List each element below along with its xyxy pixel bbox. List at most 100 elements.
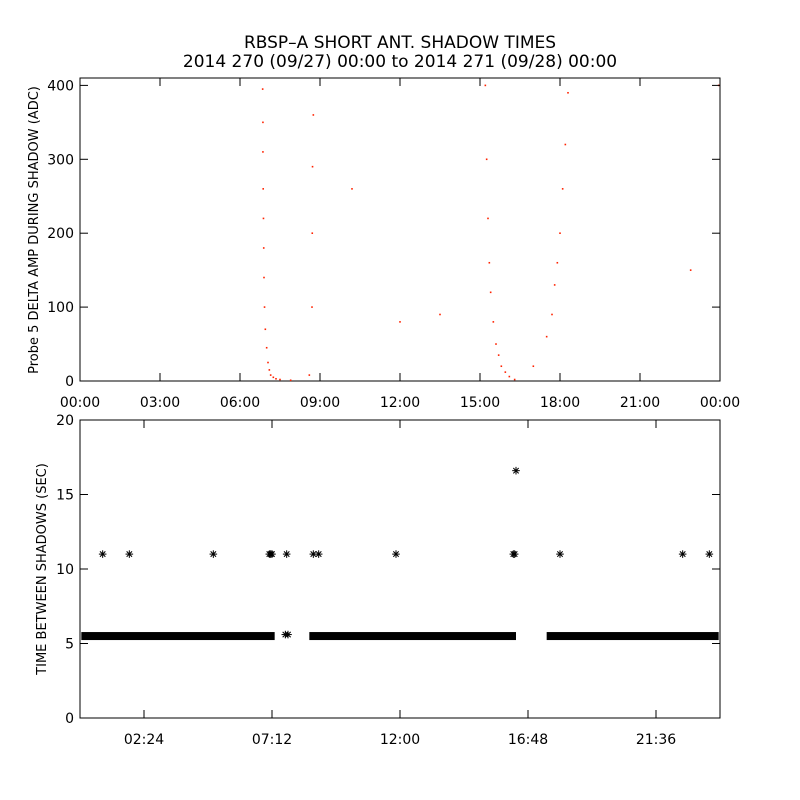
bottom-data-point bbox=[705, 550, 714, 558]
bottom-y-tick-label: 10 bbox=[56, 562, 74, 578]
top-data-point bbox=[489, 291, 492, 294]
top-x-tick-label: 21:00 bbox=[620, 395, 660, 411]
bottom-plot-frame bbox=[79, 419, 721, 719]
bottom-plot-panel: 02:24 07:12 12:00 16:48 21:36 0 5 10 15 20 TIME B… bbox=[35, 413, 721, 748]
top-data-point bbox=[553, 284, 556, 286]
bottom-data-point bbox=[512, 466, 520, 475]
top-data-point bbox=[439, 313, 441, 316]
top-plot-axes: 00:00 03:00 06:00 09:00 12:00 15:00 18:00 21:00… bbox=[47, 78, 740, 411]
bottom-data-point bbox=[314, 550, 323, 558]
top-y-tick-label: 400 bbox=[47, 78, 74, 94]
top-data-point bbox=[508, 375, 511, 378]
top-data-point bbox=[272, 376, 275, 379]
top-data-point bbox=[262, 151, 264, 153]
top-y-tick-label: 200 bbox=[47, 226, 74, 242]
top-data-point bbox=[262, 217, 265, 220]
top-data-point bbox=[261, 88, 264, 90]
bottom-data-point bbox=[282, 550, 291, 558]
bottom-baseline-points bbox=[546, 632, 719, 641]
bottom-data-point bbox=[510, 550, 519, 558]
top-x-tick-label: 18:00 bbox=[540, 395, 580, 411]
bottom-data-point bbox=[209, 550, 218, 558]
top-data-point bbox=[545, 335, 548, 338]
top-data-point bbox=[513, 378, 516, 381]
top-data-point bbox=[500, 365, 503, 368]
bottom-x-tick-label: 07:12 bbox=[252, 732, 292, 748]
top-plot-frame bbox=[79, 77, 721, 382]
chart-title-line2: 2014 270 (09/27) 00:00 to 2014 271 (09/2… bbox=[183, 52, 617, 72]
top-data-point bbox=[265, 346, 268, 349]
bottom-data-point bbox=[392, 550, 400, 558]
top-data-point bbox=[263, 306, 266, 308]
top-x-tick-label: 03:00 bbox=[140, 395, 180, 411]
top-data-point bbox=[567, 91, 569, 94]
top-data-point bbox=[279, 378, 281, 381]
top-data-point bbox=[269, 374, 272, 376]
top-x-tick-label: 00:00 bbox=[60, 395, 100, 411]
top-data-point bbox=[311, 165, 314, 168]
top-plot-data-points bbox=[261, 84, 720, 382]
top-data-point bbox=[561, 188, 564, 190]
bottom-data-point bbox=[284, 630, 292, 639]
chart-title-line1: RBSP–A SHORT ANT. SHADOW TIMES bbox=[244, 33, 556, 53]
bottom-data-point bbox=[125, 550, 134, 558]
top-x-tick-label: 15:00 bbox=[460, 395, 500, 411]
top-data-point bbox=[484, 84, 487, 87]
top-data-point bbox=[532, 365, 535, 368]
top-data-point bbox=[564, 143, 567, 146]
top-data-point bbox=[485, 158, 488, 161]
top-data-point bbox=[308, 374, 311, 376]
bottom-plot-data-points bbox=[81, 466, 719, 641]
top-data-point bbox=[689, 269, 692, 271]
top-x-tick-label: 06:00 bbox=[220, 395, 260, 411]
top-data-point bbox=[487, 217, 489, 220]
top-plot-panel: 00:00 03:00 06:00 09:00 12:00 15:00 18:00 21:00… bbox=[27, 77, 740, 411]
top-data-point bbox=[262, 247, 265, 249]
top-data-point bbox=[268, 369, 271, 371]
top-data-point bbox=[351, 188, 353, 190]
top-x-tick-label: 12:00 bbox=[380, 395, 420, 411]
bottom-x-tick-label: 21:36 bbox=[636, 732, 676, 748]
bottom-plot-axes: 02:24 07:12 12:00 16:48 21:36 0 5 10 15 20 bbox=[56, 413, 720, 748]
top-data-point bbox=[275, 377, 277, 380]
bottom-data-point bbox=[678, 550, 687, 558]
bottom-y-tick-label: 0 bbox=[65, 711, 74, 727]
top-data-point bbox=[551, 313, 553, 316]
top-data-point bbox=[289, 379, 292, 382]
bottom-data-point bbox=[556, 550, 564, 558]
bottom-baseline-points bbox=[81, 632, 275, 641]
top-x-tick-label: 00:00 bbox=[700, 395, 740, 411]
bottom-x-tick-label: 12:00 bbox=[380, 732, 420, 748]
top-data-point bbox=[488, 261, 491, 264]
bottom-x-tick-label: 16:48 bbox=[508, 732, 548, 748]
top-y-tick-label: 0 bbox=[65, 374, 74, 390]
top-data-point bbox=[497, 354, 500, 356]
top-data-point bbox=[267, 361, 269, 364]
top-data-point bbox=[559, 232, 561, 234]
bottom-data-point bbox=[268, 550, 276, 558]
top-data-point bbox=[495, 343, 497, 345]
top-data-point bbox=[492, 321, 495, 323]
top-data-point bbox=[556, 261, 559, 264]
bottom-plot-y-axis-label: TIME BETWEEN SHADOWS (SEC) bbox=[35, 463, 50, 676]
top-data-point bbox=[312, 114, 315, 116]
top-y-tick-label: 100 bbox=[47, 300, 74, 316]
top-plot-y-axis-label: Probe 5 DELTA AMP DURING SHADOW (ADC) bbox=[27, 86, 42, 374]
top-data-point bbox=[264, 328, 267, 331]
top-data-point bbox=[311, 232, 314, 234]
top-x-tick-label: 09:00 bbox=[300, 395, 340, 411]
bottom-y-tick-label: 5 bbox=[65, 637, 74, 653]
top-data-point bbox=[262, 121, 264, 124]
bottom-y-tick-label: 15 bbox=[56, 488, 74, 504]
top-data-point bbox=[311, 306, 313, 308]
bottom-y-tick-label: 20 bbox=[56, 413, 74, 429]
bottom-baseline-points bbox=[309, 632, 516, 641]
bottom-data-point bbox=[98, 550, 107, 558]
top-data-point bbox=[399, 321, 401, 323]
top-data-point bbox=[262, 188, 264, 190]
top-data-point bbox=[504, 371, 507, 373]
bottom-x-tick-label: 02:24 bbox=[124, 732, 164, 748]
top-y-tick-label: 300 bbox=[47, 152, 74, 168]
top-data-point bbox=[263, 276, 265, 279]
